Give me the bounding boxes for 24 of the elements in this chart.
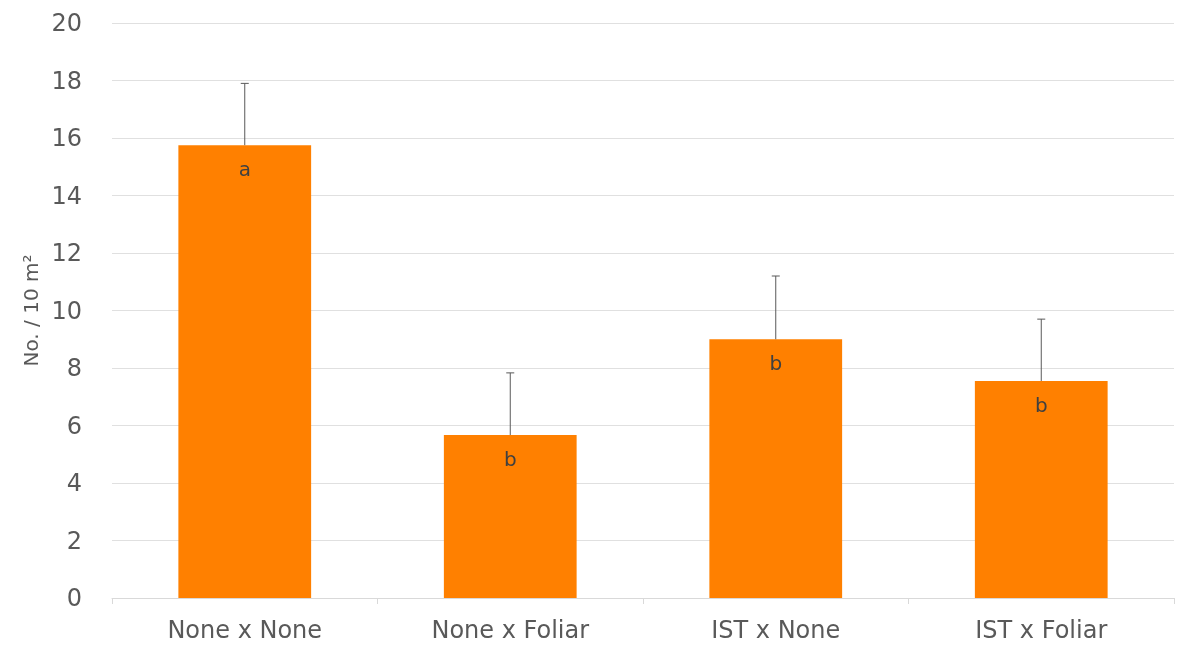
bar — [443, 434, 577, 598]
y-tick-label: 10 — [51, 296, 82, 325]
x-tick-label: None x None — [167, 616, 323, 644]
bar — [709, 339, 843, 598]
bar — [178, 145, 312, 598]
annotation: a — [238, 157, 251, 182]
x-tick-label: IST x Foliar — [975, 616, 1108, 644]
y-tick-label: 2 — [66, 526, 82, 555]
y-tick-label: 14 — [51, 181, 82, 210]
y-tick-label: 20 — [51, 9, 82, 37]
y-tick-label: 12 — [51, 239, 82, 267]
y-tick-label: 4 — [66, 469, 82, 497]
x-tick-label: IST x None — [711, 616, 841, 644]
y-tick-label: 8 — [66, 354, 82, 382]
y-tick-label: 18 — [51, 66, 82, 95]
y-tick-label: 16 — [51, 124, 82, 152]
y-tick-label: 6 — [66, 411, 82, 440]
annotation: b — [503, 446, 517, 471]
annotation: b — [1034, 392, 1048, 417]
annotation: b — [769, 351, 783, 376]
y-tick-label: 0 — [66, 584, 82, 612]
x-tick-label: None x Foliar — [431, 616, 590, 644]
y-axis-title: No. / 10 m² — [18, 254, 43, 367]
bar — [974, 380, 1108, 598]
